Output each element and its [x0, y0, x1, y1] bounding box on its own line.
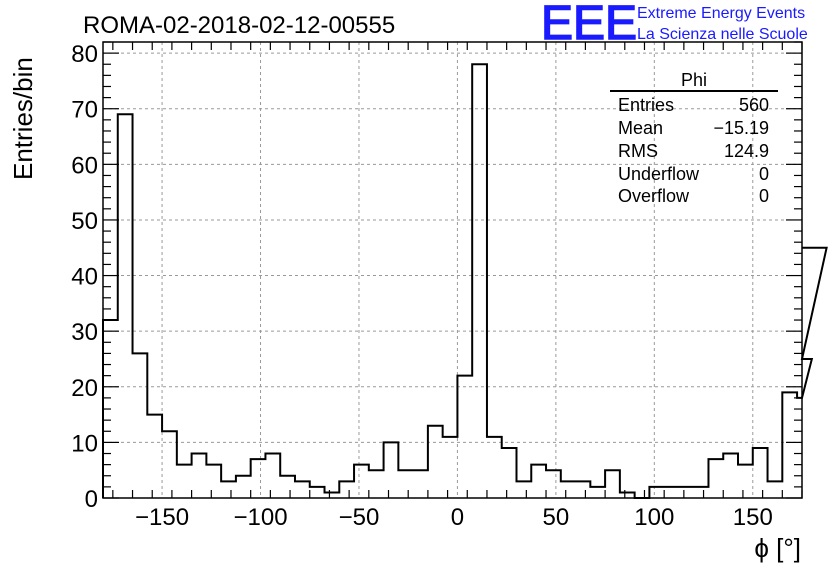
y-tick-label: 80: [71, 41, 98, 68]
chart-title: ROMA-02-2018-02-12-00555: [83, 12, 395, 39]
eee-logo-letters: EEE: [541, 0, 637, 50]
x-tick-label: 150: [733, 504, 773, 531]
x-tick-labels: −150 −100 −50 0 50 100 150: [135, 504, 773, 531]
stats-value: 0: [759, 186, 769, 206]
stats-title: Phi: [681, 70, 707, 90]
stats-value: 0: [759, 164, 769, 184]
y-tick-label: 50: [71, 208, 98, 235]
stats-value: 560: [739, 95, 769, 115]
grid-lines: [103, 42, 802, 498]
x-tick-label: 50: [543, 504, 570, 531]
y-axis-label: Entries/bin: [8, 57, 38, 180]
eee-logo: EEE Extreme Energy Events La Scienza nel…: [540, 0, 808, 51]
x-tick-label: −150: [135, 504, 189, 531]
stats-value: −15.19: [713, 118, 769, 138]
y-tick-label: 40: [71, 264, 98, 291]
stats-label: Underflow: [618, 164, 700, 184]
histogram-outline: [102, 63, 828, 499]
stats-label: Overflow: [618, 186, 690, 206]
axis-ticks: [103, 41, 803, 499]
stats-label: Entries: [618, 95, 674, 115]
x-tick-label: 0: [451, 504, 464, 531]
stats-label: RMS: [618, 141, 658, 161]
y-tick-label: 60: [71, 152, 98, 179]
y-tick-label: 30: [71, 319, 98, 346]
x-axis-label: ϕ [°]: [754, 533, 801, 563]
y-tick-label: 70: [71, 97, 98, 124]
eee-logo-line2: La Scienza nelle Scuole: [637, 26, 808, 43]
stats-label: Mean: [618, 118, 663, 138]
x-tick-label: 100: [634, 504, 674, 531]
x-tick-label: −50: [339, 504, 380, 531]
y-tick-label: 0: [85, 486, 98, 513]
plot-frame: [102, 41, 803, 499]
stats-value: 124.9: [724, 141, 769, 161]
eee-logo-line1: Extreme Energy Events: [637, 5, 805, 22]
stats-box: Phi Entries 560 Mean −15.19 RMS 124.9 Un…: [610, 70, 778, 206]
y-tick-label: 10: [71, 430, 98, 457]
y-tick-labels: 0 10 20 30 40 50 60 70 80: [71, 41, 98, 513]
x-tick-label: −100: [233, 504, 287, 531]
y-tick-label: 20: [71, 375, 98, 402]
